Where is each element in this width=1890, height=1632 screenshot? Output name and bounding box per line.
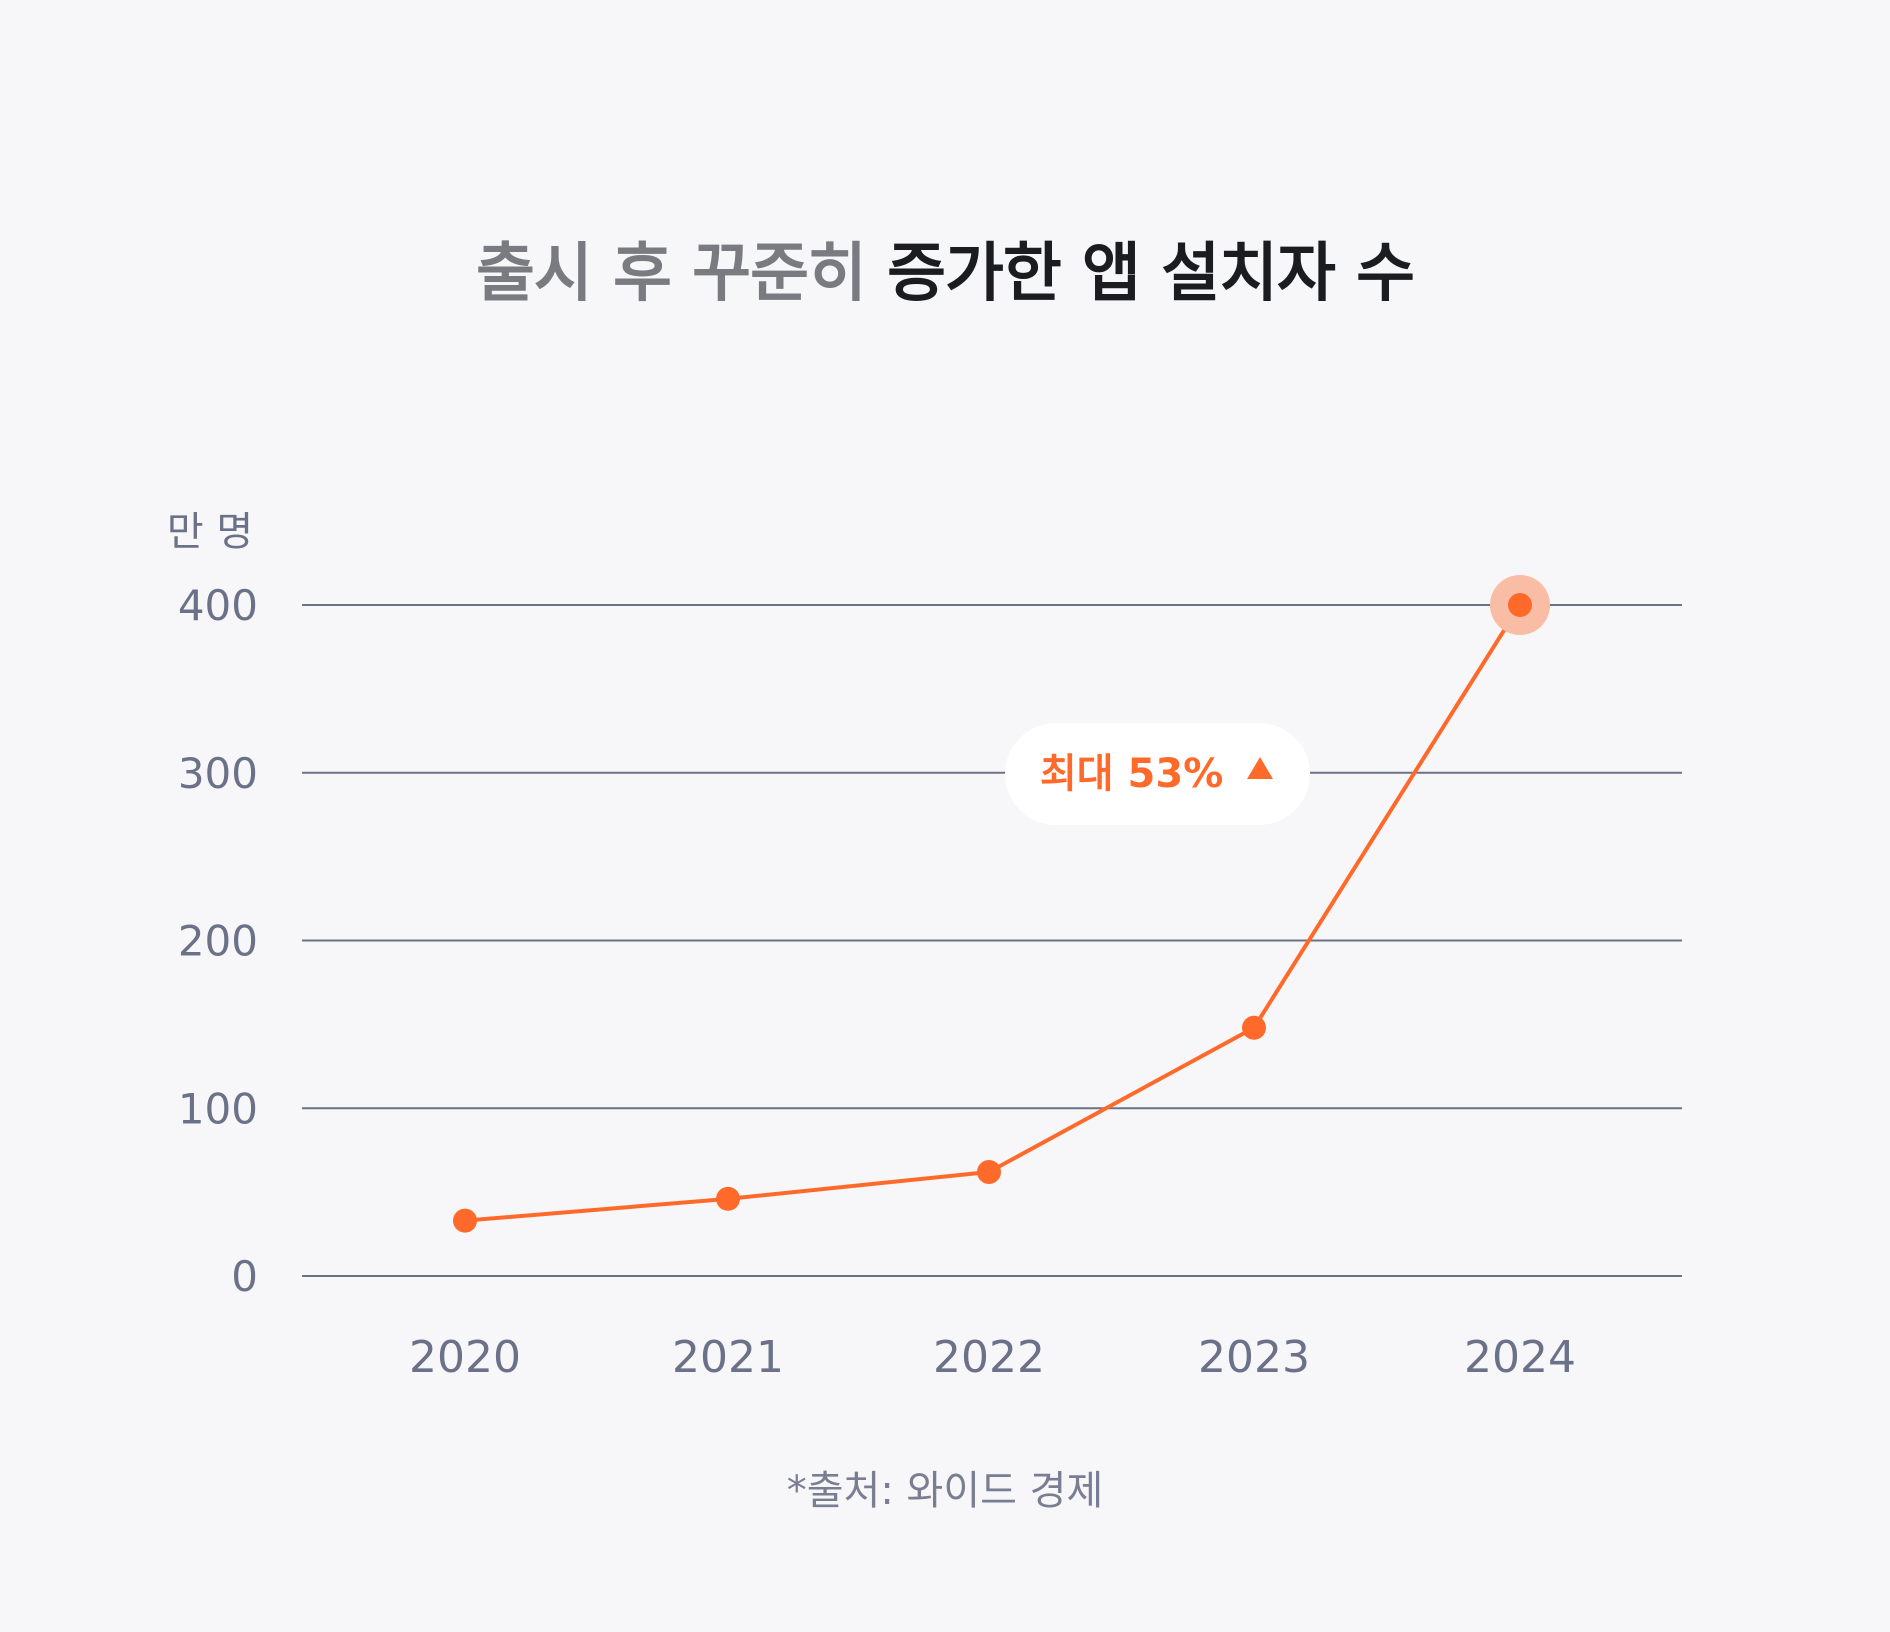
y-tick-label: 0: [231, 1252, 258, 1301]
y-tick-label: 100: [178, 1084, 258, 1133]
data-point: [977, 1159, 1001, 1184]
annotation-badge: 최대 53%: [1005, 723, 1310, 825]
series-line: [464, 603, 1522, 1223]
y-tick-labels: 0 100 200 300 400: [178, 581, 258, 1301]
x-tick-labels: 2020 2021 2022 2023 2024: [409, 1332, 1576, 1383]
data-point: [1508, 593, 1532, 617]
data-point: [453, 1208, 477, 1233]
triangle-up-icon: [1247, 757, 1273, 779]
chart-title: 출시 후 꾸준히 증가한 앱 설치자 수: [0, 222, 1890, 314]
y-tick-label: 300: [178, 749, 258, 798]
chart-title-strong: 증가한 앱 설치자 수: [887, 237, 1415, 311]
x-tick-label: 2023: [1198, 1332, 1310, 1383]
x-tick-label: 2024: [1464, 1332, 1576, 1383]
y-tick-label: 200: [178, 917, 258, 966]
x-tick-label: 2020: [409, 1332, 521, 1383]
series-layer: [453, 575, 1550, 1233]
source-note: *출처: 와이드 경제: [786, 1468, 1104, 1514]
y-axis-label: 만 명: [167, 509, 253, 555]
data-point: [716, 1186, 740, 1211]
grid-layer: [302, 604, 1682, 1277]
y-tick-label: 400: [178, 581, 258, 630]
x-tick-label: 2021: [672, 1332, 784, 1383]
annotation-badge-background: [1005, 723, 1310, 825]
chart-title-muted: 출시 후 꾸준히: [475, 237, 867, 311]
x-tick-label: 2022: [933, 1332, 1045, 1383]
annotation-label: 최대 53%: [1040, 751, 1223, 797]
data-point: [1242, 1015, 1266, 1040]
